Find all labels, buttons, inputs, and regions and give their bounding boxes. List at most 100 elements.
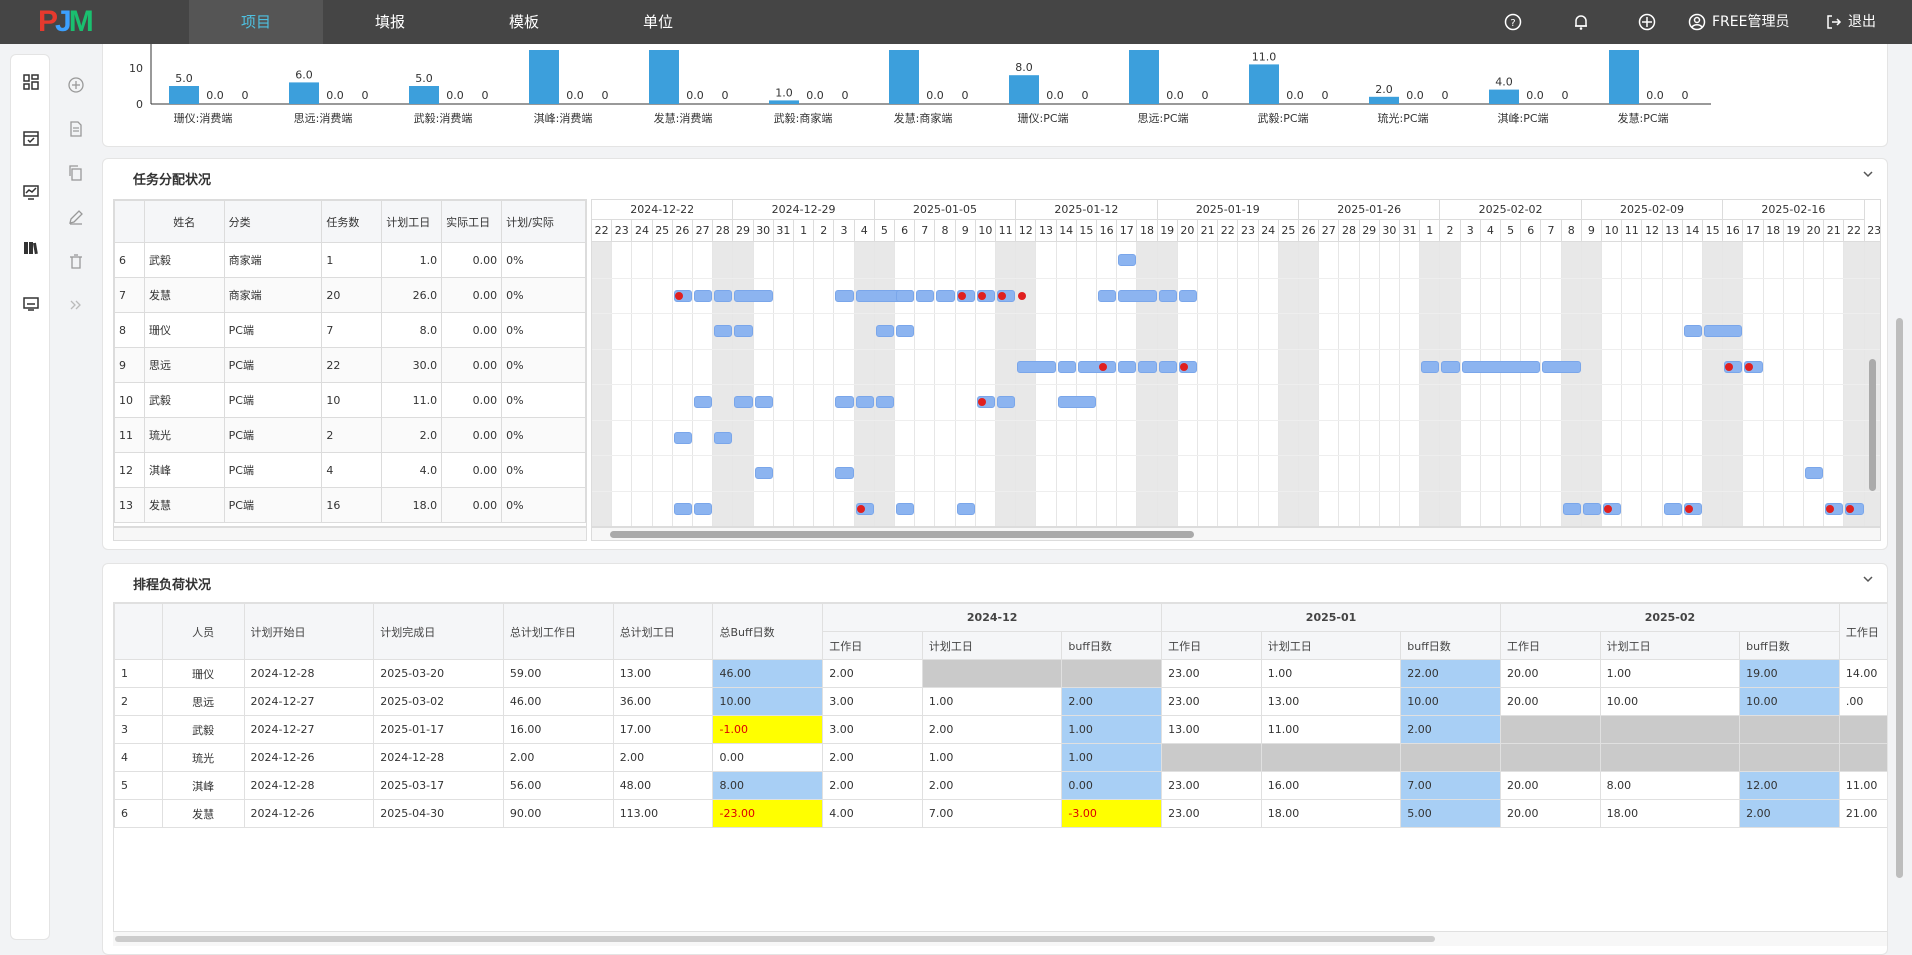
task-bar[interactable] [1805, 467, 1824, 479]
milestone-dot[interactable] [1099, 362, 1107, 371]
bar[interactable] [649, 50, 679, 104]
milestone-dot[interactable] [977, 398, 986, 406]
bar[interactable] [1249, 64, 1279, 104]
milestone-dot[interactable] [1604, 504, 1612, 513]
task-bar[interactable] [673, 502, 692, 515]
bar[interactable] [289, 82, 319, 104]
bar[interactable] [409, 86, 439, 104]
task-bar[interactable] [673, 431, 692, 444]
task-bar[interactable] [1057, 396, 1096, 408]
table-row[interactable]: 10 武毅 PC端 10 11.0 0.00 0% [114, 382, 586, 418]
add-icon[interactable] [67, 76, 85, 94]
task-bar[interactable] [896, 502, 915, 515]
task-bar[interactable] [1683, 325, 1702, 337]
table-row[interactable]: 1 珊仪 2024-12-28 2025-03-20 59.00 13.00 46.00 2.… [114, 659, 1887, 688]
milestone-dot[interactable] [1684, 504, 1693, 513]
table-row[interactable]: 6 发慧 2024-12-26 2025-04-30 90.00 113.00 -23.00… [114, 799, 1887, 828]
task-bar[interactable] [734, 325, 753, 337]
copy-icon[interactable] [67, 164, 85, 182]
milestone-dot[interactable] [998, 291, 1006, 300]
task-bar[interactable] [936, 289, 955, 302]
bar[interactable] [529, 50, 559, 104]
horizontal-scrollbar[interactable] [113, 527, 587, 541]
task-bar[interactable] [956, 502, 975, 515]
gantt-chart[interactable]: 2024-12-22 2024-12-29 2025-01-05 2025-01-12… [591, 199, 1881, 527]
globe-icon[interactable] [1638, 13, 1656, 31]
task-bar[interactable] [855, 396, 874, 408]
chevron-down-icon[interactable] [1861, 572, 1875, 586]
task-bar[interactable] [1098, 289, 1117, 302]
task-bar[interactable] [1421, 360, 1440, 373]
milestone-dot[interactable] [977, 291, 986, 300]
table-row[interactable]: 11 琉光 PC端 2 2.0 0.00 0% [114, 417, 586, 453]
document-icon[interactable] [67, 120, 85, 138]
horizontal-scrollbar[interactable] [113, 932, 1887, 946]
table-row[interactable]: 6 武毅 商家端 1 1.0 0.00 0% [114, 242, 586, 278]
bar[interactable] [169, 86, 199, 104]
task-bar[interactable] [1118, 360, 1137, 373]
tab-template[interactable]: 模板 [508, 13, 539, 31]
milestone-dot[interactable] [1018, 291, 1027, 300]
table-row[interactable]: 5 淇峰 2024-12-28 2025-03-17 56.00 48.00 8.00 2.0… [114, 771, 1887, 800]
tab-unit[interactable]: 单位 [642, 13, 673, 31]
task-bar[interactable] [1017, 360, 1056, 373]
help-icon[interactable]: ? [1504, 13, 1522, 31]
scrollbar-thumb[interactable] [115, 936, 1435, 942]
user-menu[interactable]: FREE管理员 [1688, 0, 1789, 44]
chart-monitor-icon[interactable] [22, 183, 40, 201]
task-bar[interactable] [1704, 325, 1743, 337]
table-row[interactable]: 4 琉光 2024-12-26 2024-12-28 2.00 2.00 0.00 2.00 1… [114, 743, 1887, 772]
milestone-dot[interactable] [1725, 362, 1734, 371]
bar[interactable] [769, 100, 799, 104]
task-bar[interactable] [1158, 360, 1177, 373]
task-bar[interactable] [1178, 289, 1197, 302]
task-bar[interactable] [694, 396, 713, 408]
bar[interactable] [889, 50, 919, 104]
task-bar[interactable] [1461, 360, 1541, 373]
task-bar[interactable] [835, 467, 854, 479]
task-bar[interactable] [896, 325, 915, 337]
chevron-down-icon[interactable] [1861, 167, 1875, 181]
task-bar[interactable] [754, 396, 773, 408]
bar[interactable] [1489, 89, 1519, 104]
double-chevron-right-icon[interactable] [67, 296, 85, 314]
bar[interactable] [1129, 50, 1159, 104]
task-bar[interactable] [1077, 360, 1117, 373]
task-bar[interactable] [997, 396, 1016, 408]
page-vertical-scrollbar[interactable] [1896, 318, 1903, 878]
task-bar[interactable] [734, 289, 773, 302]
logout-button[interactable]: 退出 [1826, 0, 1876, 44]
milestone-dot[interactable] [957, 291, 966, 300]
milestone-dot[interactable] [1846, 504, 1855, 513]
calendar-check-icon[interactable] [22, 129, 40, 147]
task-bar[interactable] [1582, 502, 1601, 515]
tab-project[interactable]: 项目 [189, 0, 323, 44]
task-bar[interactable] [754, 467, 773, 479]
table-row[interactable]: 7 发慧 商家端 20 26.0 0.00 0% [114, 277, 586, 313]
gantt-vertical-scrollbar[interactable] [1869, 359, 1876, 491]
task-bar[interactable] [1562, 502, 1581, 515]
books-icon[interactable] [22, 239, 40, 257]
table-row[interactable]: 3 武毅 2024-12-27 2025-01-17 16.00 17.00 -1.00 3.… [114, 715, 1887, 744]
task-bar[interactable] [694, 289, 713, 302]
task-bar[interactable] [1158, 289, 1177, 302]
bar[interactable] [1009, 75, 1039, 104]
task-bar[interactable] [1057, 360, 1076, 373]
task-bar[interactable] [835, 396, 854, 408]
task-bar[interactable] [835, 289, 854, 302]
table-row[interactable]: 8 珊仪 PC端 7 8.0 0.00 0% [114, 312, 586, 348]
milestone-dot[interactable] [1179, 362, 1188, 371]
task-bar[interactable] [1118, 289, 1157, 302]
bell-icon[interactable] [1572, 13, 1590, 31]
task-bar[interactable] [875, 325, 894, 337]
task-bar[interactable] [1118, 254, 1137, 266]
monitor-icon[interactable] [22, 295, 40, 313]
delete-icon[interactable] [67, 252, 85, 270]
scrollbar-thumb[interactable] [610, 531, 1194, 538]
tab-report[interactable]: 填报 [374, 13, 405, 31]
task-bar[interactable] [1138, 360, 1157, 373]
milestone-dot[interactable] [856, 504, 865, 513]
table-row[interactable]: 2 思远 2024-12-27 2025-03-02 46.00 36.00 10.00 3.… [114, 687, 1887, 716]
table-row[interactable]: 13 发慧 PC端 16 18.0 0.00 0% [114, 487, 586, 523]
task-bar[interactable] [1542, 360, 1581, 373]
